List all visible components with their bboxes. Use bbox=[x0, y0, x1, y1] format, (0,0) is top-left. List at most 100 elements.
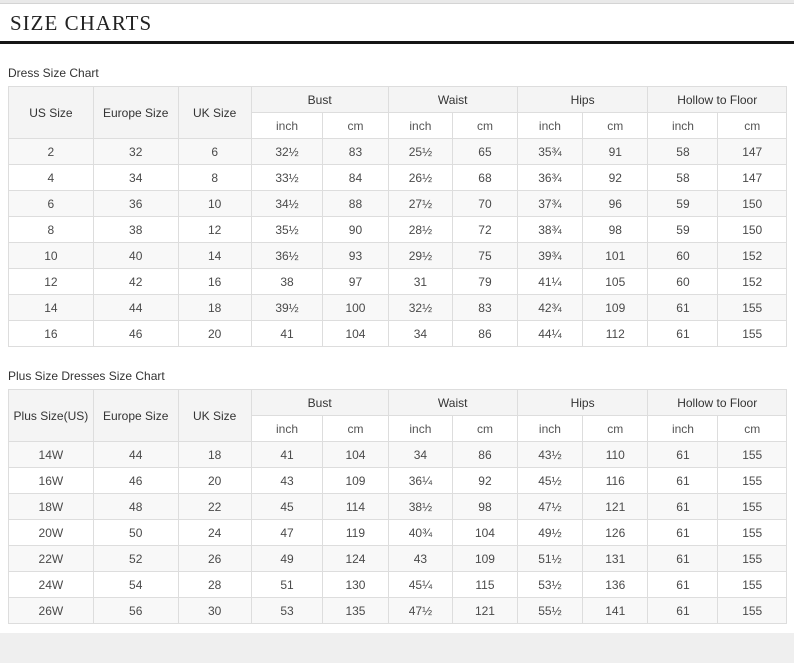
table-cell: 43 bbox=[387, 545, 454, 572]
table-cell: 32 bbox=[92, 138, 179, 165]
table-cell: 86 bbox=[452, 441, 518, 468]
table-row: 14W 44 18 41 104 34 86 43½ 110 61 155 bbox=[8, 441, 787, 468]
table-cell: 10 bbox=[177, 190, 252, 217]
table-cell: 155 bbox=[717, 320, 787, 347]
table-cell: 119 bbox=[322, 519, 389, 546]
table-cell: 124 bbox=[322, 545, 389, 572]
table-cell: 38 bbox=[250, 268, 324, 295]
table-cell: 53 bbox=[250, 597, 324, 624]
table-cell: 83 bbox=[452, 294, 518, 321]
table-cell: 135 bbox=[322, 597, 389, 624]
unit-header: inch bbox=[387, 112, 454, 139]
table-cell: 36 bbox=[92, 190, 179, 217]
table-cell: 10 bbox=[8, 242, 94, 269]
table-cell: 104 bbox=[322, 441, 389, 468]
table-cell: 46 bbox=[92, 320, 179, 347]
table-cell: 155 bbox=[717, 519, 787, 546]
unit-header: inch bbox=[647, 415, 719, 442]
column-header: Hips bbox=[516, 389, 649, 416]
table-cell: 33½ bbox=[250, 164, 324, 191]
table-cell: 147 bbox=[717, 138, 787, 165]
table-cell: 12 bbox=[8, 268, 94, 295]
table-cell: 16 bbox=[177, 268, 252, 295]
table-cell: 35¾ bbox=[516, 138, 584, 165]
unit-header: cm bbox=[717, 415, 787, 442]
table-cell: 6 bbox=[177, 138, 252, 165]
unit-header: cm bbox=[322, 112, 389, 139]
page-title: SIZE CHARTS bbox=[0, 4, 794, 44]
table-cell: 152 bbox=[717, 242, 787, 269]
table-cell: 109 bbox=[582, 294, 649, 321]
table-cell: 60 bbox=[647, 268, 719, 295]
table-cell: 40¾ bbox=[387, 519, 454, 546]
dress-size-chart-table: US Size Europe Size UK Size Bust Waist Hips Ho… bbox=[8, 86, 787, 347]
table-cell: 38¾ bbox=[516, 216, 584, 243]
column-header: Europe Size bbox=[92, 86, 179, 139]
table-cell: 126 bbox=[582, 519, 649, 546]
table-cell: 100 bbox=[322, 294, 389, 321]
plus-size-chart-table: Plus Size(US) Europe Size UK Size Bust Waist… bbox=[8, 389, 787, 624]
table-cell: 27½ bbox=[387, 190, 454, 217]
table-cell: 58 bbox=[647, 164, 719, 191]
table-cell: 59 bbox=[647, 216, 719, 243]
table-cell: 155 bbox=[717, 441, 787, 468]
unit-header: cm bbox=[452, 112, 518, 139]
table-cell: 20 bbox=[177, 467, 252, 494]
table-cell: 38½ bbox=[387, 493, 454, 520]
table-row: 12 42 16 38 97 31 79 41¼ 105 60 152 bbox=[8, 268, 787, 295]
table-cell: 150 bbox=[717, 216, 787, 243]
table-cell: 58 bbox=[647, 138, 719, 165]
column-header: US Size bbox=[8, 86, 94, 139]
table-cell: 130 bbox=[322, 571, 389, 598]
table-cell: 112 bbox=[582, 320, 649, 347]
table-row: 6 36 10 34½ 88 27½ 70 37¾ 96 59 150 bbox=[8, 190, 787, 217]
unit-header-row: inch cm inch cm inch cm inch cm bbox=[9, 415, 787, 442]
table-cell: 36¼ bbox=[387, 467, 454, 494]
table-cell: 26W bbox=[8, 597, 94, 624]
table-cell: 34 bbox=[387, 441, 454, 468]
table-row: 16 46 20 41 104 34 86 44¼ 112 61 155 bbox=[8, 320, 787, 347]
table-cell: 14 bbox=[8, 294, 94, 321]
table-cell: 8 bbox=[8, 216, 94, 243]
table-cell: 20W bbox=[8, 519, 94, 546]
footer-strip bbox=[0, 633, 794, 663]
table-cell: 45¼ bbox=[387, 571, 454, 598]
table-cell: 55½ bbox=[516, 597, 584, 624]
table-cell: 147 bbox=[717, 164, 787, 191]
table-cell: 101 bbox=[582, 242, 649, 269]
table-cell: 32½ bbox=[250, 138, 324, 165]
table-row: 14 44 18 39½ 100 32½ 83 42¾ 109 61 155 bbox=[8, 294, 787, 321]
table-cell: 54 bbox=[92, 571, 179, 598]
table-cell: 25½ bbox=[387, 138, 454, 165]
table-cell: 36½ bbox=[250, 242, 324, 269]
table-cell: 36¾ bbox=[516, 164, 584, 191]
column-header: UK Size bbox=[177, 389, 252, 442]
top-strip bbox=[0, 0, 794, 4]
table-cell: 61 bbox=[647, 320, 719, 347]
table-cell: 47 bbox=[250, 519, 324, 546]
table-cell: 24W bbox=[8, 571, 94, 598]
table-cell: 14 bbox=[177, 242, 252, 269]
table-cell: 41 bbox=[250, 441, 324, 468]
table-cell: 30 bbox=[177, 597, 252, 624]
table-cell: 24 bbox=[177, 519, 252, 546]
column-header: Hips bbox=[516, 86, 649, 113]
table-cell: 88 bbox=[322, 190, 389, 217]
unit-header: inch bbox=[516, 415, 584, 442]
table-cell: 121 bbox=[452, 597, 518, 624]
table-cell: 115 bbox=[452, 571, 518, 598]
unit-header: inch bbox=[387, 415, 454, 442]
table-cell: 93 bbox=[322, 242, 389, 269]
unit-header: inch bbox=[250, 112, 324, 139]
table-cell: 51 bbox=[250, 571, 324, 598]
table-cell: 20 bbox=[177, 320, 252, 347]
table-cell: 59 bbox=[647, 190, 719, 217]
table-row: 2 32 6 32½ 83 25½ 65 35¾ 91 58 147 bbox=[8, 138, 787, 165]
dress-size-chart-label: Dress Size Chart bbox=[8, 66, 99, 80]
table-cell: 98 bbox=[582, 216, 649, 243]
table-cell: 35½ bbox=[250, 216, 324, 243]
table-cell: 155 bbox=[717, 597, 787, 624]
table-cell: 155 bbox=[717, 571, 787, 598]
table-cell: 109 bbox=[322, 467, 389, 494]
table-cell: 72 bbox=[452, 216, 518, 243]
